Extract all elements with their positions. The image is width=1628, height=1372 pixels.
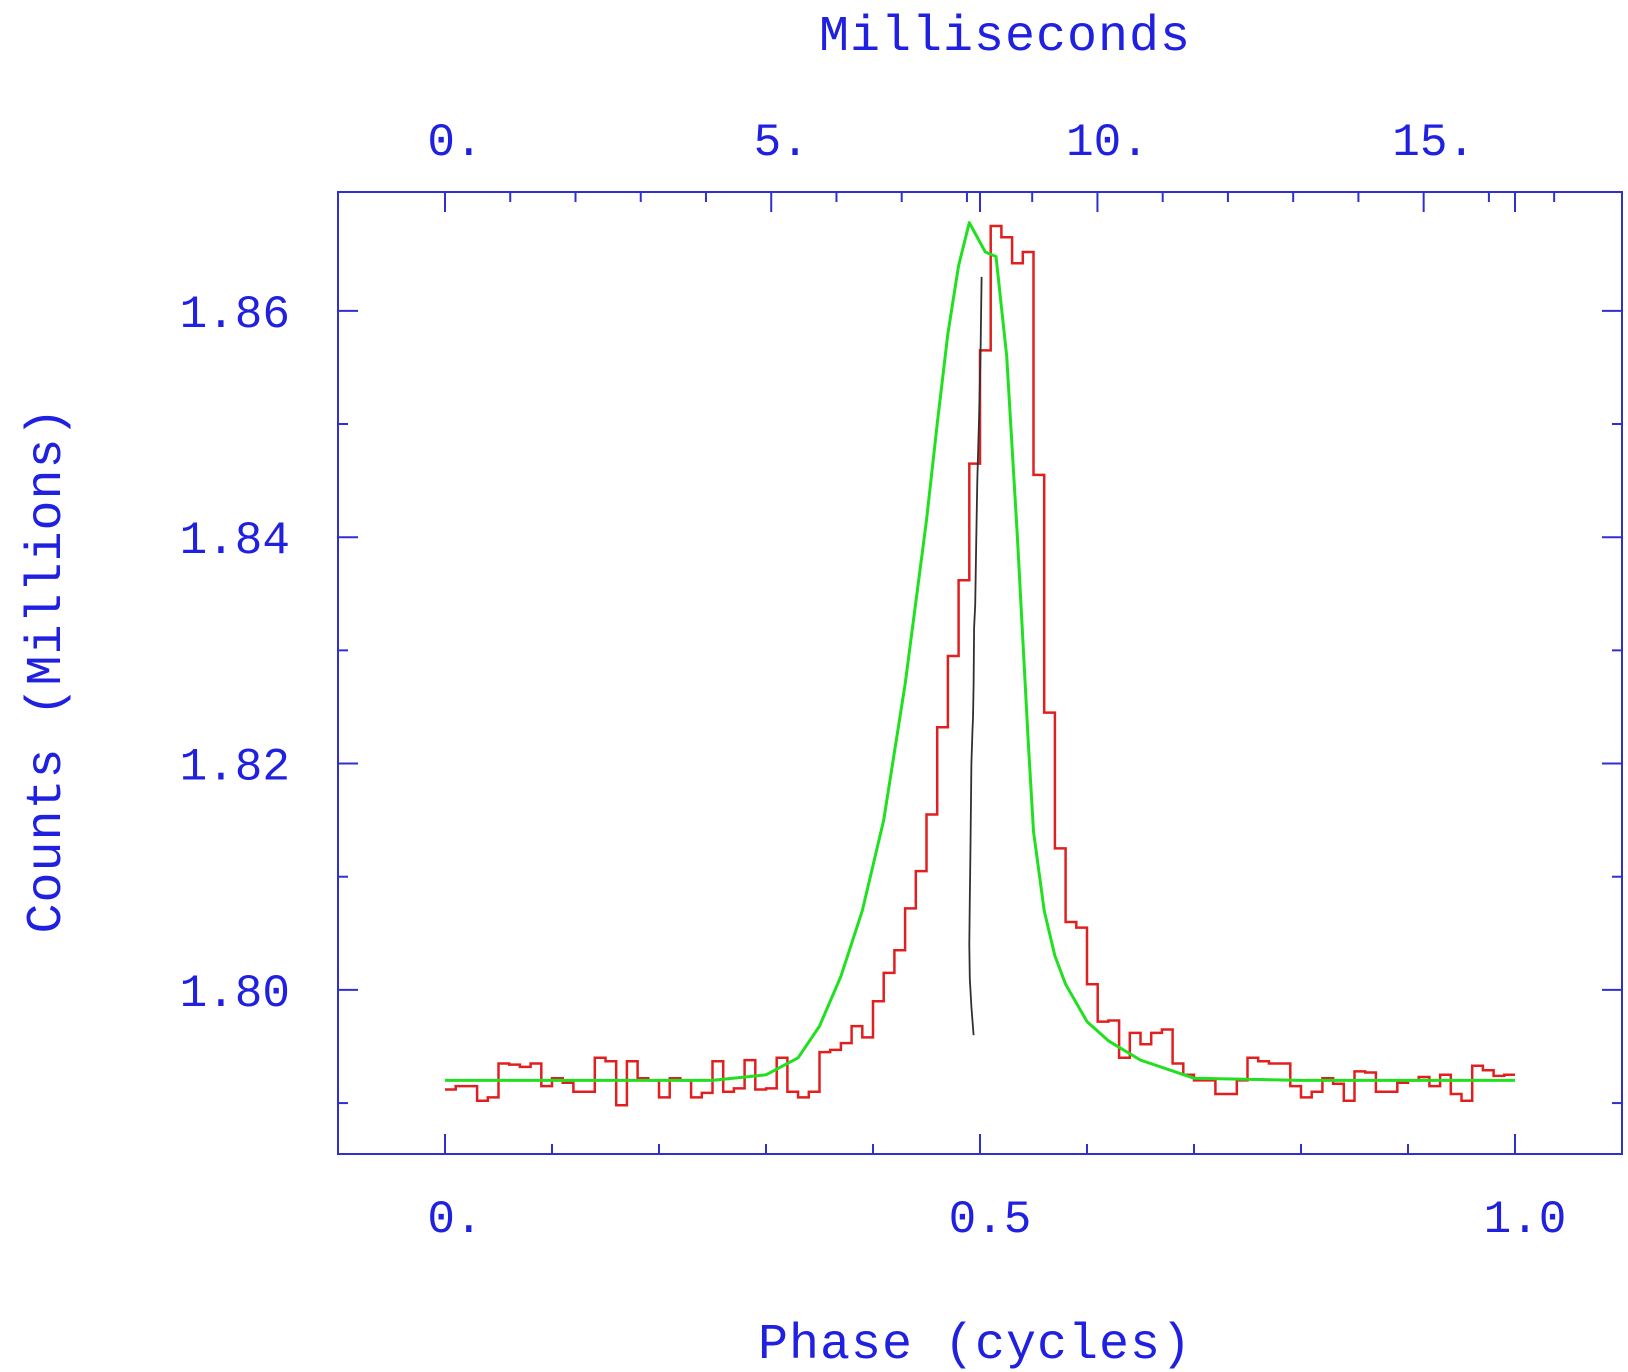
- y-axis-label: Counts (Millions): [19, 406, 76, 933]
- x2-tick-label: 15.: [1392, 117, 1475, 169]
- x2-tick-label: 0.: [427, 117, 482, 169]
- series-group: [445, 221, 1515, 1107]
- axis-ticks: [338, 192, 1622, 1154]
- x2-tick-label: 5.: [754, 117, 809, 169]
- x-tick-label: 1.0: [1484, 1194, 1567, 1246]
- x-axis-label: Phase (cycles): [758, 1317, 1192, 1372]
- histogram-series: [445, 224, 1515, 1107]
- y-tick-label: 1.84: [180, 515, 290, 567]
- y-tick-label: 1.82: [180, 742, 290, 794]
- x2-axis-label: Milliseconds: [819, 9, 1191, 66]
- x-tick-label: 0.: [427, 1194, 482, 1246]
- y-tick-label: 1.80: [180, 968, 290, 1020]
- fit-curve-series: [445, 221, 1515, 1082]
- x-tick-label: 0.5: [949, 1194, 1032, 1246]
- black-curve-series: [968, 276, 983, 1036]
- x2-tick-label: 10.: [1066, 117, 1149, 169]
- y-tick-label: 1.86: [180, 289, 290, 341]
- tick-labels: 0. 0.5 1.0 0. 5. 10. 15. 1.80 1.82 1.84 1.86: [180, 117, 1567, 1246]
